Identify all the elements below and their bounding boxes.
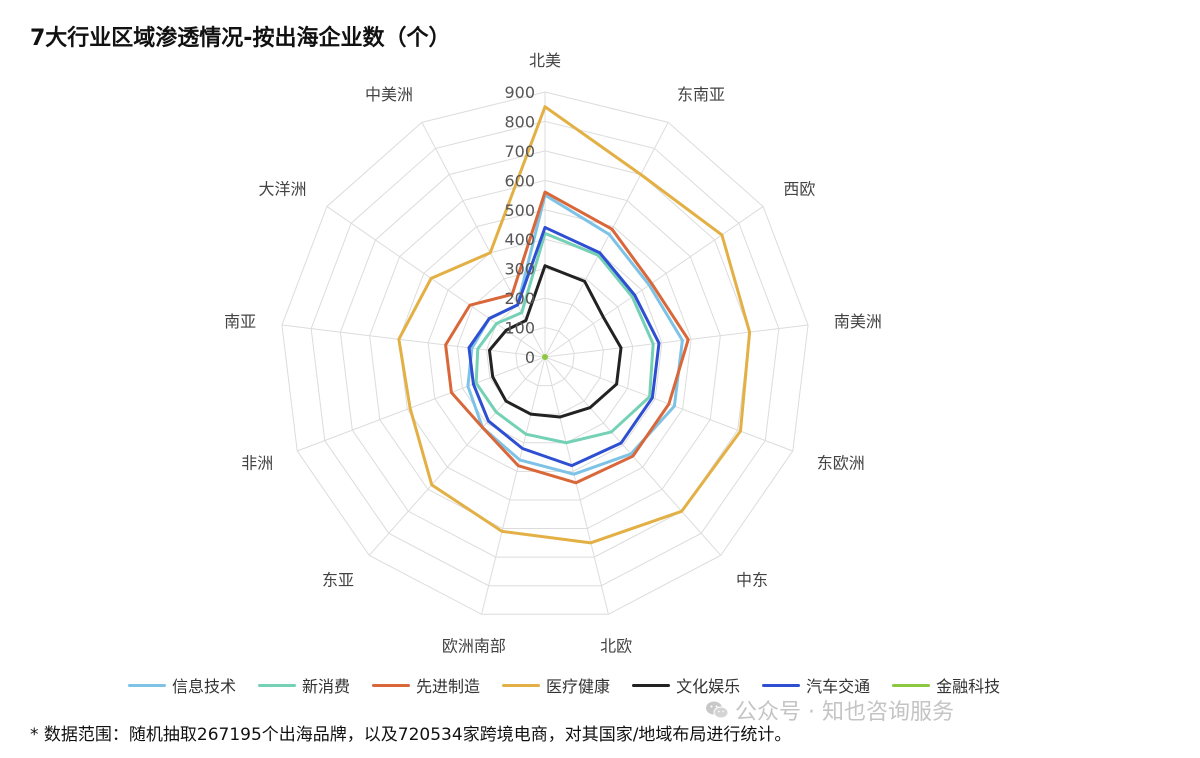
grid-spoke xyxy=(297,356,546,452)
grid-spoke xyxy=(368,356,546,556)
radar-series xyxy=(397,105,752,545)
category-label: 西欧 xyxy=(783,179,815,198)
grid-spoke xyxy=(544,206,764,358)
legend-label: 信息技术 xyxy=(172,677,237,696)
legend-item-info-tech[interactable]: 信息技术 xyxy=(128,673,236,697)
series-line xyxy=(487,264,623,419)
footnote: * 数据范围：随机抽取267195个出海品牌，以及720534家跨境电商，对其国… xyxy=(30,725,792,745)
grid-spoke xyxy=(326,206,546,358)
legend-item-new-consumer[interactable]: 新消费 xyxy=(258,673,350,697)
legend-swatch xyxy=(258,683,297,687)
legend-label: 先进制造 xyxy=(416,677,481,696)
series-line xyxy=(542,354,548,360)
category-label: 大洋洲 xyxy=(259,179,307,198)
legend-swatch xyxy=(892,683,931,687)
tick-label: 300 xyxy=(504,260,535,279)
category-label: 南亚 xyxy=(224,312,256,331)
tick-label: 500 xyxy=(504,201,535,220)
legend-label: 金融科技 xyxy=(936,677,1001,696)
category-label: 非洲 xyxy=(241,453,273,472)
legend-item-advanced-manufacturing[interactable]: 先进制造 xyxy=(372,673,480,697)
legend-item-fintech[interactable]: 金融科技 xyxy=(892,673,1000,697)
tick-label: 900 xyxy=(504,83,535,102)
grid-spoke xyxy=(281,324,546,358)
tick-label: 400 xyxy=(504,230,535,249)
category-label: 南美洲 xyxy=(834,312,882,331)
legend-label: 新消费 xyxy=(302,677,351,696)
grid-ring xyxy=(369,179,721,530)
legend-label: 汽车交通 xyxy=(806,677,871,696)
tick-label: 200 xyxy=(504,289,535,308)
tick-label: 0 xyxy=(525,348,535,367)
series-line xyxy=(397,105,752,545)
category-label: 中美洲 xyxy=(365,85,413,104)
tick-label: 600 xyxy=(504,171,535,190)
grid-ring xyxy=(339,150,751,558)
tick-label: 800 xyxy=(504,112,535,131)
grid-spoke xyxy=(544,324,809,358)
grid-spoke xyxy=(481,356,546,615)
grid-ring xyxy=(398,209,692,501)
wechat-icon xyxy=(706,701,729,719)
grid-spoke xyxy=(544,122,669,358)
tick-label: 700 xyxy=(504,142,535,161)
grid-spoke xyxy=(421,122,546,358)
legend-swatch xyxy=(502,683,541,687)
category-label: 北欧 xyxy=(600,636,632,655)
grid-spoke xyxy=(544,356,609,615)
grid-ring xyxy=(310,120,780,587)
grid-ring xyxy=(456,268,634,444)
legend-swatch xyxy=(128,683,166,687)
category-label: 北美 xyxy=(529,51,561,70)
legend: 信息技术 新消费 先进制造 医疗健康 文化娱乐 汽车交通 金融科技 xyxy=(128,673,1000,697)
radar-chart: 0 100 200 300 400 500 600 700 800 900 北美东南亚西欧南美洲东… xyxy=(224,51,882,655)
radar-ticks: 0 100 200 300 400 500 600 700 800 900 xyxy=(504,83,535,367)
category-label: 东亚 xyxy=(322,570,354,589)
legend-label: 医疗健康 xyxy=(546,677,611,696)
series-line xyxy=(474,231,655,445)
legend-item-automotive[interactable]: 汽车交通 xyxy=(762,673,870,697)
category-label: 东欧洲 xyxy=(817,453,865,472)
tick-label: 100 xyxy=(504,319,535,338)
series-line xyxy=(467,225,661,468)
series-line xyxy=(444,190,690,485)
legend-label: 文化娱乐 xyxy=(676,677,741,696)
grid-ring xyxy=(427,238,663,472)
legend-item-culture-entertainment[interactable]: 文化娱乐 xyxy=(632,673,740,697)
category-label: 欧洲南部 xyxy=(442,636,506,655)
category-label: 中东 xyxy=(736,570,768,589)
legend-swatch xyxy=(632,683,671,687)
grid-ring xyxy=(515,327,575,387)
legend-item-healthcare[interactable]: 医疗健康 xyxy=(502,673,610,697)
watermark-text: 公众号 · 知也咨询服务 xyxy=(735,700,954,725)
watermark: 公众号 · 知也咨询服务 xyxy=(705,694,954,726)
grid-ring xyxy=(281,91,809,615)
category-label: 东南亚 xyxy=(677,85,725,104)
legend-swatch xyxy=(372,683,411,687)
chart-title: 7大行业区域渗透情况-按出海企业数（个） xyxy=(30,26,451,51)
legend-swatch xyxy=(762,683,801,687)
